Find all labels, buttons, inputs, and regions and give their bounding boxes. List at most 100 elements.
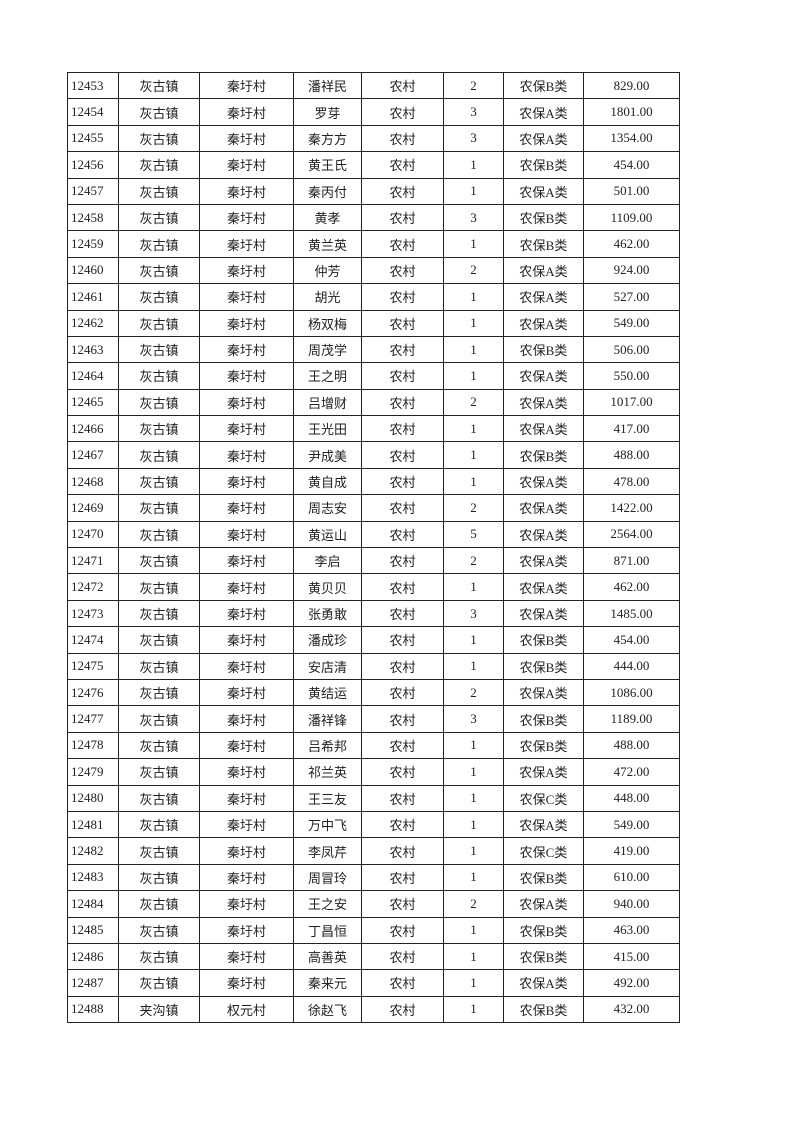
cell-amount: 1109.00 [583, 203, 680, 232]
table-row: 12471 灰古镇 秦圩村 李启 农村 2 农保A类 871.00 [67, 547, 680, 575]
cell-insurance-category: 农保B类 [503, 863, 584, 892]
cell-insurance-category: 农保B类 [503, 335, 584, 364]
cell-town: 灰古镇 [118, 731, 200, 760]
cell-amount: 501.00 [583, 177, 680, 205]
cell-amount: 415.00 [583, 942, 680, 971]
table-row: 12470 灰古镇 秦圩村 黄运山 农村 5 农保A类 2564.00 [67, 520, 680, 549]
table-row: 12478 灰古镇 秦圩村 吕希邦 农村 1 农保B类 488.00 [67, 731, 680, 760]
cell-amount: 871.00 [583, 547, 680, 575]
cell-amount: 1354.00 [583, 124, 680, 153]
cell-household-type: 农村 [361, 916, 444, 944]
cell-village: 秦圩村 [199, 256, 294, 285]
cell-member-count: 5 [443, 520, 504, 549]
cell-household-type: 农村 [361, 520, 444, 549]
cell-record-id: 12470 [67, 520, 119, 549]
cell-record-id: 12464 [67, 362, 119, 390]
cell-person-name: 周茂学 [293, 335, 362, 364]
cell-town: 灰古镇 [118, 283, 200, 311]
cell-town: 灰古镇 [118, 942, 200, 971]
cell-record-id: 12465 [67, 388, 119, 417]
cell-amount: 419.00 [583, 837, 680, 865]
cell-village: 秦圩村 [199, 547, 294, 575]
cell-insurance-category: 农保A类 [503, 177, 584, 205]
table-row: 12480 灰古镇 秦圩村 王三友 农村 1 农保C类 448.00 [67, 784, 680, 812]
cell-person-name: 王三友 [293, 784, 362, 812]
cell-town: 灰古镇 [118, 230, 200, 258]
cell-record-id: 12479 [67, 758, 119, 786]
cell-insurance-category: 农保A类 [503, 810, 584, 839]
cell-person-name: 吕希邦 [293, 731, 362, 760]
cell-household-type: 农村 [361, 547, 444, 575]
cell-household-type: 农村 [361, 177, 444, 205]
cell-person-name: 潘祥民 [293, 71, 362, 100]
cell-member-count: 1 [443, 784, 504, 812]
cell-village: 秦圩村 [199, 731, 294, 760]
table-row: 12488 夹沟镇 权元村 徐赵飞 农村 1 农保B类 432.00 [67, 995, 680, 1024]
cell-person-name: 王光田 [293, 415, 362, 443]
cell-member-count: 1 [443, 415, 504, 443]
cell-insurance-category: 农保A类 [503, 388, 584, 417]
cell-record-id: 12484 [67, 890, 119, 918]
cell-town: 夹沟镇 [118, 995, 200, 1024]
cell-member-count: 1 [443, 335, 504, 364]
cell-person-name: 丁昌恒 [293, 916, 362, 944]
cell-amount: 488.00 [583, 441, 680, 469]
cell-record-id: 12455 [67, 124, 119, 153]
cell-member-count: 2 [443, 388, 504, 417]
cell-town: 灰古镇 [118, 678, 200, 707]
cell-member-count: 2 [443, 71, 504, 100]
cell-insurance-category: 农保B类 [503, 916, 584, 944]
cell-village: 权元村 [199, 995, 294, 1024]
cell-village: 秦圩村 [199, 837, 294, 865]
cell-person-name: 徐赵飞 [293, 995, 362, 1024]
table-row: 12481 灰古镇 秦圩村 万中飞 农村 1 农保A类 549.00 [67, 810, 680, 839]
cell-record-id: 12460 [67, 256, 119, 285]
cell-record-id: 12481 [67, 810, 119, 839]
cell-household-type: 农村 [361, 151, 444, 179]
cell-village: 秦圩村 [199, 283, 294, 311]
cell-insurance-category: 农保B类 [503, 441, 584, 469]
cell-person-name: 高善英 [293, 942, 362, 971]
cell-person-name: 李启 [293, 547, 362, 575]
cell-village: 秦圩村 [199, 890, 294, 918]
cell-amount: 448.00 [583, 784, 680, 812]
cell-household-type: 农村 [361, 309, 444, 337]
cell-person-name: 仲芳 [293, 256, 362, 285]
cell-town: 灰古镇 [118, 758, 200, 786]
cell-member-count: 1 [443, 758, 504, 786]
cell-amount: 549.00 [583, 309, 680, 337]
table-body: 12453 灰古镇 秦圩村 潘祥民 农村 2 农保B类 829.00 12454 灰古镇 秦圩村 罗芽… [67, 71, 680, 1024]
table-row: 12483 灰古镇 秦圩村 周冒玲 农村 1 农保B类 610.00 [67, 863, 680, 892]
cell-household-type: 农村 [361, 98, 444, 126]
cell-record-id: 12478 [67, 731, 119, 760]
table-row: 12459 灰古镇 秦圩村 黄兰英 农村 1 农保B类 462.00 [67, 230, 680, 258]
cell-record-id: 12486 [67, 942, 119, 971]
cell-village: 秦圩村 [199, 678, 294, 707]
cell-member-count: 1 [443, 467, 504, 496]
cell-amount: 462.00 [583, 573, 680, 601]
cell-person-name: 黄孝 [293, 203, 362, 232]
cell-village: 秦圩村 [199, 388, 294, 417]
cell-insurance-category: 农保A类 [503, 520, 584, 549]
cell-member-count: 1 [443, 441, 504, 469]
table-row: 12477 灰古镇 秦圩村 潘祥锋 农村 3 农保B类 1189.00 [67, 705, 680, 733]
cell-person-name: 黄贝贝 [293, 573, 362, 601]
cell-town: 灰古镇 [118, 203, 200, 232]
cell-town: 灰古镇 [118, 151, 200, 179]
cell-person-name: 黄结运 [293, 678, 362, 707]
cell-person-name: 秦来元 [293, 969, 362, 997]
cell-town: 灰古镇 [118, 784, 200, 812]
cell-town: 灰古镇 [118, 705, 200, 733]
cell-insurance-category: 农保A类 [503, 573, 584, 601]
cell-member-count: 2 [443, 678, 504, 707]
cell-member-count: 1 [443, 652, 504, 680]
cell-village: 秦圩村 [199, 573, 294, 601]
cell-amount: 463.00 [583, 916, 680, 944]
cell-town: 灰古镇 [118, 124, 200, 153]
cell-town: 灰古镇 [118, 810, 200, 839]
cell-amount: 924.00 [583, 256, 680, 285]
cell-amount: 549.00 [583, 810, 680, 839]
cell-household-type: 农村 [361, 467, 444, 496]
cell-member-count: 3 [443, 599, 504, 628]
cell-village: 秦圩村 [199, 177, 294, 205]
